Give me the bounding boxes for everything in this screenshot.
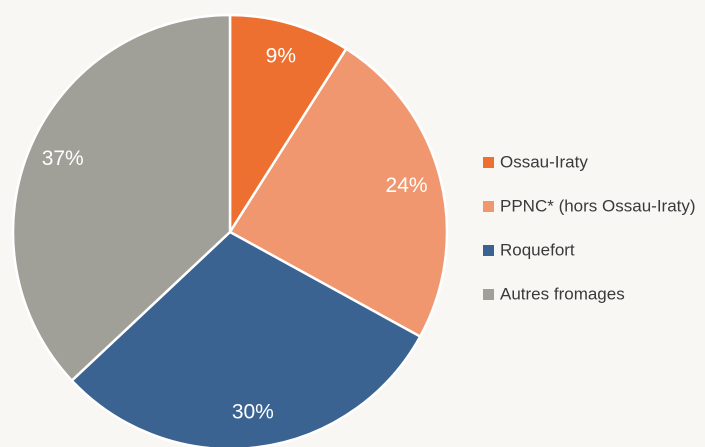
data-label: 24% (386, 174, 428, 197)
legend-swatch (483, 245, 494, 256)
legend-label: PPNC* (hors Ossau-Iraty) (500, 196, 696, 215)
pie-slice (11, 13, 232, 383)
legend-swatch (483, 157, 494, 168)
pie-slice (70, 230, 422, 447)
pie-slice (228, 47, 449, 339)
pie-slice (228, 13, 348, 237)
data-label: 9% (266, 45, 296, 68)
legend-label: Ossau-Iraty (500, 152, 588, 171)
legend-label: Autres fromages (500, 284, 625, 303)
legend-label: Roquefort (500, 240, 575, 259)
legend-swatch (483, 289, 494, 300)
legend-swatch (483, 201, 494, 212)
data-label: 30% (232, 400, 274, 423)
data-label: 37% (42, 147, 84, 170)
